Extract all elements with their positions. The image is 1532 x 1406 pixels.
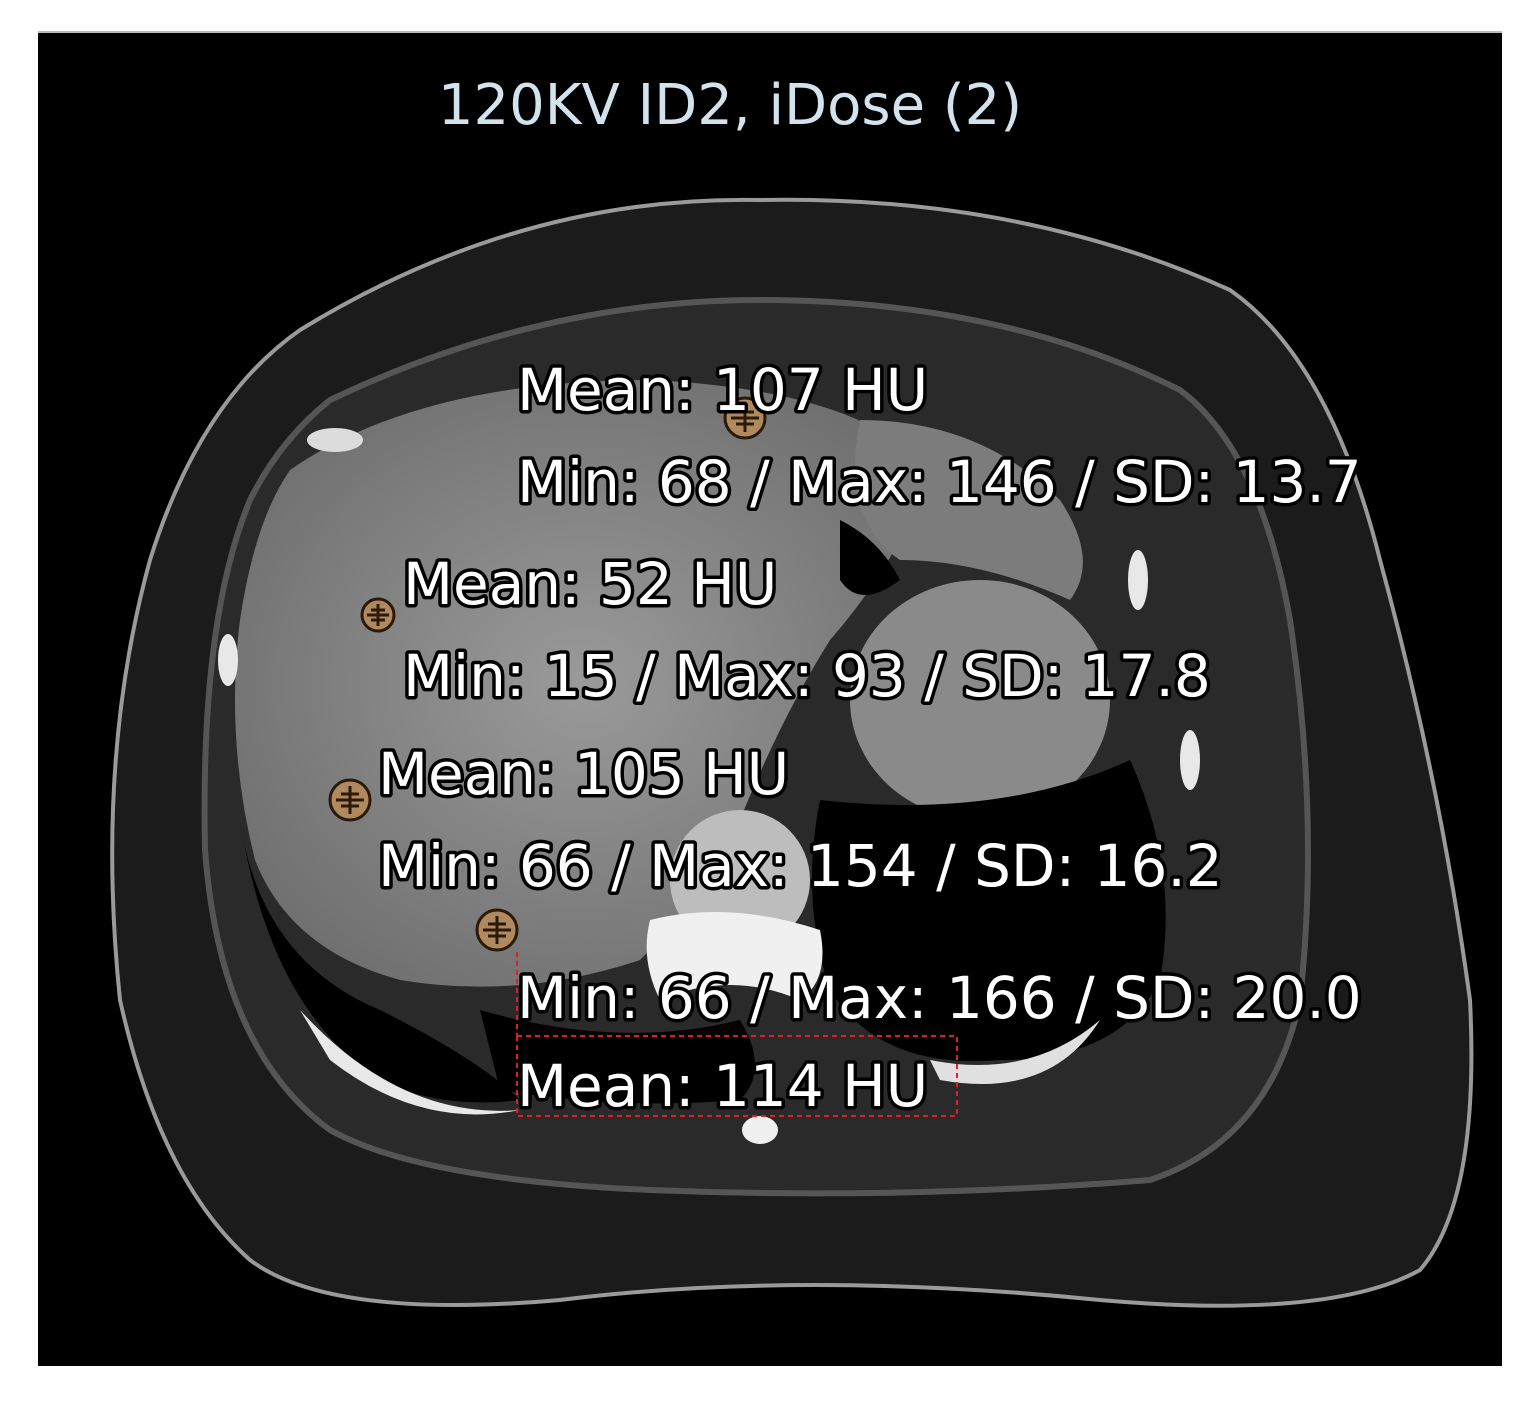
roi-marker	[475, 908, 519, 952]
roi-marker	[360, 597, 396, 633]
roi-mean: Mean: 52 HU	[403, 550, 777, 618]
roi-mean: Mean: 114 HU	[517, 1052, 928, 1120]
selection-box	[516, 1035, 958, 1117]
ct-image	[110, 197, 1474, 1308]
roi-mean: Mean: 105 HU	[378, 740, 789, 808]
roi-stats: Min: 15 / Max: 93 / SD: 17.8	[403, 642, 1211, 710]
roi-marker	[723, 396, 767, 440]
roi-stats: Min: 66 / Max: 154 / SD: 16.2	[378, 832, 1223, 900]
roi-stats: Min: 66 / Max: 166 / SD: 20.0	[517, 964, 1362, 1032]
roi-mean: Mean: 107 HU	[517, 356, 928, 424]
roi-stats: Min: 68 / Max: 146 / SD: 13.7	[517, 448, 1362, 516]
series-title: 120KV ID2, iDose (2)	[438, 73, 1022, 138]
roi-marker	[328, 778, 372, 822]
